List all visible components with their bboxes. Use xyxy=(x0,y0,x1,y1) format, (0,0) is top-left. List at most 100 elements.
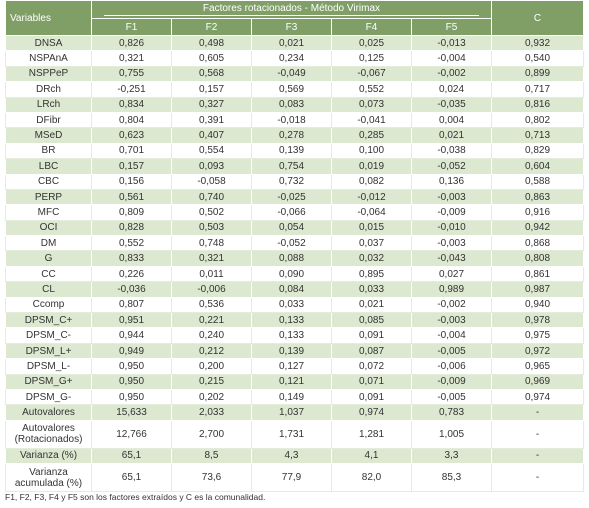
cell: 0,073 xyxy=(331,96,412,113)
cell: 0,136 xyxy=(411,173,492,190)
cell: 0,540 xyxy=(491,50,584,67)
table-row: DPSM_C+ 0,951 0,221 0,133 0,085 -0,003 0,978 xyxy=(5,312,584,329)
table-row: NSPPeP 0,755 0,568 -0,049 -0,067 -0,002 0,899 xyxy=(5,65,584,83)
cell: -0,006 xyxy=(171,281,252,298)
cell: 0,978 xyxy=(491,312,584,329)
cell: 0,604 xyxy=(491,158,584,175)
cell: -0,043 xyxy=(411,250,492,267)
cell: 0,605 xyxy=(171,50,252,67)
cell: 2,033 xyxy=(171,404,252,421)
row-label: BR xyxy=(5,142,92,160)
cell: 0,025 xyxy=(331,34,412,52)
cell: 0,327 xyxy=(171,96,252,113)
row-label: DNSA xyxy=(5,34,92,52)
cell: 0,809 xyxy=(91,204,172,221)
cell: 0,826 xyxy=(91,34,172,52)
cell: 0,498 xyxy=(171,34,252,52)
cell: -0,003 xyxy=(411,235,492,252)
cell: 0,623 xyxy=(91,127,172,144)
cell: 0,783 xyxy=(411,404,492,421)
cell: -0,005 xyxy=(411,342,492,360)
footnote: F1, F2, F3, F4 y F5 son los factores ext… xyxy=(5,492,266,502)
table-row: NSPAnA 0,321 0,605 0,234 0,125 -0,004 0,540 xyxy=(5,50,584,67)
cell: 1,731 xyxy=(251,419,332,449)
header-factor: F4 xyxy=(331,18,412,36)
cell: 0,200 xyxy=(171,358,252,375)
header-group-text: Factores rotacionados - Método Virimax xyxy=(103,3,480,16)
table-row: Varianza (%) 65,1 8,5 4,3 4,1 3,3- xyxy=(5,447,584,465)
cell: -0,064 xyxy=(331,204,412,221)
cell: 0,407 xyxy=(171,127,252,144)
cell: 0,503 xyxy=(171,219,252,237)
table-row: DPSM_G+ 0,950 0,215 0,121 0,071 -0,009 0,969 xyxy=(5,373,584,390)
cell: 85,3 xyxy=(411,463,492,493)
table-row: Autovalores 15,633 2,033 1,037 0,974 0,783- xyxy=(5,404,584,421)
table-row: CBC 0,156 -0,058 0,732 0,082 0,136 0,588 xyxy=(5,173,584,190)
row-label: DPSM_G+ xyxy=(5,373,92,390)
cell: 0,278 xyxy=(251,127,332,144)
cell: 2,700 xyxy=(171,419,252,449)
cell: 0,804 xyxy=(91,111,172,129)
cell: -0,010 xyxy=(411,219,492,237)
cell: 0,021 xyxy=(331,296,412,314)
table-row: LRch 0,834 0,327 0,083 0,073 -0,035 0,816 xyxy=(5,96,584,113)
cell: -0,002 xyxy=(411,65,492,83)
cell: 0,084 xyxy=(251,281,332,298)
cell: 0,072 xyxy=(331,358,412,375)
cell: 0,157 xyxy=(171,81,252,98)
cell: 0,748 xyxy=(171,235,252,252)
row-label: LBC xyxy=(5,158,92,175)
cell: 0,536 xyxy=(171,296,252,314)
cell: 0,100 xyxy=(331,142,412,160)
header-factor: F3 xyxy=(251,18,332,36)
cell: 0,916 xyxy=(491,204,584,221)
cell: 0,240 xyxy=(171,327,252,344)
cell: -0,012 xyxy=(331,188,412,206)
cell: 8,5 xyxy=(171,447,252,465)
cell: -0,003 xyxy=(411,312,492,329)
table-row: DPSM_C- 0,944 0,240 0,133 0,091 -0,004 0,975 xyxy=(5,327,584,344)
cell: 0,085 xyxy=(331,312,412,329)
cell: 0,816 xyxy=(491,96,584,113)
cell: 0,082 xyxy=(331,173,412,190)
cell: 0,701 xyxy=(91,142,172,160)
cell: 0,149 xyxy=(251,388,332,406)
row-label: Ccomp xyxy=(5,296,92,314)
cell: 0,713 xyxy=(491,127,584,144)
cell: 1,281 xyxy=(331,419,412,449)
row-label: DPSM_G- xyxy=(5,388,92,406)
cell: 0,755 xyxy=(91,65,172,83)
cell: 0,987 xyxy=(491,281,584,298)
cell: -0,052 xyxy=(251,235,332,252)
cell: -0,018 xyxy=(251,111,332,129)
cell: -0,009 xyxy=(411,373,492,390)
cell: -0,006 xyxy=(411,358,492,375)
table-wrap: Variables Factores rotacionados - Método… xyxy=(5,0,584,493)
cell: 0,989 xyxy=(411,281,492,298)
cell: 0,004 xyxy=(411,111,492,129)
row-label: NSPAnA xyxy=(5,50,92,67)
cell: -0,066 xyxy=(251,204,332,221)
cell: 0,569 xyxy=(251,81,332,98)
row-label: MSeD xyxy=(5,127,92,144)
table-row: PERP 0,561 0,740 -0,025 -0,012 -0,003 0,863 xyxy=(5,188,584,206)
cell: 0,950 xyxy=(91,388,172,406)
cell: -0,067 xyxy=(331,65,412,83)
row-label: Varianza (%) xyxy=(5,447,92,465)
cell: -0,041 xyxy=(331,111,412,129)
cell: 0,807 xyxy=(91,296,172,314)
row-label: DFibr xyxy=(5,111,92,129)
cell: 0,015 xyxy=(331,219,412,237)
cell: 0,093 xyxy=(171,158,252,175)
cell: 0,033 xyxy=(251,296,332,314)
cell: 0,033 xyxy=(331,281,412,298)
cell: 0,950 xyxy=(91,373,172,390)
row-label: CBC xyxy=(5,173,92,190)
cell: 0,215 xyxy=(171,373,252,390)
cell: 0,011 xyxy=(171,265,252,283)
table-row: CL -0,036 -0,006 0,084 0,033 0,989 0,987 xyxy=(5,281,584,298)
cell: -0,005 xyxy=(411,388,492,406)
cell: 0,091 xyxy=(331,388,412,406)
cell: 0,127 xyxy=(251,358,332,375)
cell: - xyxy=(491,404,584,421)
